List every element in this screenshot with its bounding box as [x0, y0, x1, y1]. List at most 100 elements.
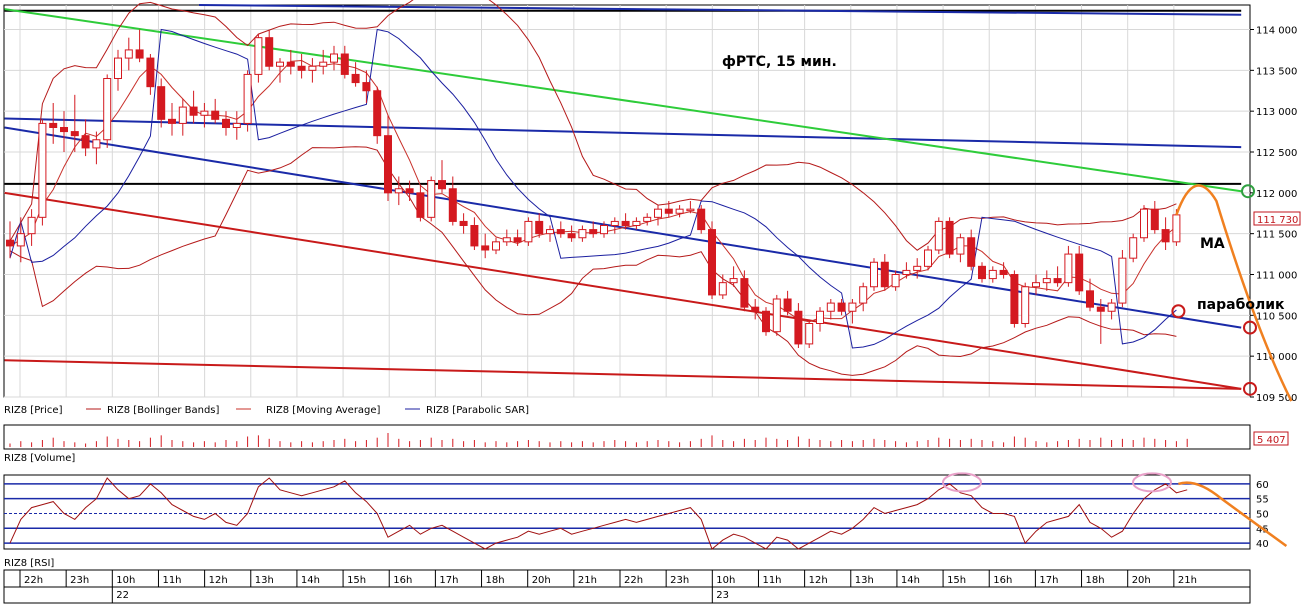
- candle-body: [729, 278, 738, 284]
- candle-body: [1064, 253, 1073, 284]
- candle-body: [1010, 274, 1019, 324]
- time-tick-label: 20h: [1132, 575, 1151, 586]
- candle-body: [114, 57, 122, 79]
- time-tick-label: 22h: [624, 575, 643, 586]
- candle-body: [567, 233, 576, 239]
- candle-body: [535, 220, 544, 235]
- sar-line: [9, 28, 1177, 349]
- price-tick-label: 113 500: [1256, 66, 1297, 77]
- candle-body: [157, 86, 166, 120]
- candle-body: [1150, 208, 1159, 231]
- price-tick-label: 113 000: [1256, 107, 1297, 118]
- rsi-tick-label: 40: [1256, 539, 1269, 550]
- candle-body: [319, 61, 328, 67]
- time-axis: 22h 23h 10h 11h 12h 13h 14h 15h 16h 17h 18h 20h 21h 2…: [19, 570, 1197, 603]
- candle-body: [92, 139, 101, 149]
- candle-body: [589, 229, 598, 235]
- candle-body: [556, 229, 565, 235]
- trend-lines: [4, 4, 1242, 390]
- candle-body: [772, 298, 781, 333]
- candle-body: [675, 208, 684, 214]
- candle-body: [859, 286, 868, 304]
- candle-body: [1096, 306, 1105, 312]
- trend-line-red-lower: [4, 359, 1242, 390]
- candle-body: [610, 220, 619, 227]
- volume-bars: [9, 433, 1188, 447]
- candle-body: [1032, 282, 1040, 288]
- time-tick-label: 12h: [209, 575, 228, 586]
- candle-body: [405, 188, 414, 194]
- candle-body: [805, 323, 814, 345]
- candle-body: [394, 188, 403, 194]
- price-tick-label: 114 000: [1256, 26, 1297, 37]
- candle-body: [384, 135, 392, 194]
- time-tick-label: 20h: [532, 575, 551, 586]
- price-tick-label: 109 500: [1256, 393, 1297, 404]
- bollinger-bands: [9, 0, 1177, 376]
- legend-sar: RIZ8 [Parabolic SAR]: [426, 405, 529, 416]
- time-tick-label: 23h: [670, 575, 689, 586]
- time-tick-label: 18h: [1086, 575, 1105, 586]
- chart-title: фРТС, 15 мин.: [722, 54, 837, 70]
- price-grid: [4, 5, 1250, 398]
- candle-body: [1086, 290, 1094, 308]
- moving-average-line: [9, 59, 1177, 323]
- target-circle-blue-line: [1243, 320, 1257, 335]
- price-axis: 109 500 110 000 110 500 111 000 111 500 112 0…: [1250, 26, 1297, 404]
- time-tick-label: 11h: [162, 575, 181, 586]
- candle-body: [600, 225, 608, 235]
- last-price-box: [1253, 211, 1301, 226]
- candle-body: [373, 90, 382, 137]
- candle-body: [902, 269, 911, 275]
- candle-body: [416, 192, 425, 218]
- candle-body: [330, 53, 338, 63]
- rsi-tick-label: 50: [1256, 509, 1269, 520]
- candle-body: [38, 122, 47, 218]
- candle-body: [6, 239, 14, 247]
- legend-rsi: RIZ8 [RSI]: [4, 558, 54, 569]
- time-tick-label: 12h: [809, 575, 828, 586]
- rsi-tick-label: 60: [1256, 480, 1269, 491]
- time-tick-label: 13h: [255, 575, 274, 586]
- candle-body: [632, 220, 641, 227]
- channel-mid-blue: [4, 117, 1242, 149]
- legend-ma: RIZ8 [Moving Average]: [266, 405, 381, 416]
- candle-body: [848, 302, 857, 312]
- candle-body: [276, 61, 284, 67]
- rsi-tick-label: 55: [1256, 495, 1269, 506]
- trend-line-red-upper: [4, 191, 1242, 390]
- candle-body: [664, 208, 673, 214]
- rsi-line: [9, 477, 1188, 550]
- candle-body: [686, 208, 695, 212]
- candle-body: [708, 229, 716, 296]
- candle-body: [297, 65, 306, 71]
- time-tick-label: 16h: [993, 575, 1012, 586]
- candle-body: [103, 78, 112, 141]
- candle-body: [124, 49, 133, 59]
- candle-body: [1021, 286, 1030, 324]
- candle-body: [168, 118, 176, 124]
- candle-body: [448, 188, 457, 222]
- candle-body: [232, 122, 241, 128]
- bollinger-upper: [9, 0, 1177, 251]
- legend-volume: RIZ8 [Volume]: [4, 453, 75, 464]
- time-tick-label: 17h: [439, 575, 458, 586]
- time-tick-label: 10h: [116, 575, 135, 586]
- candle-body: [1118, 257, 1127, 304]
- trend-line-green: [4, 8, 1242, 193]
- candle-body: [1129, 237, 1138, 259]
- candle-body: [988, 269, 997, 280]
- candle-body: [967, 237, 976, 267]
- rsi-highlight-ellipse: [1132, 472, 1172, 493]
- candle-body: [60, 127, 68, 133]
- candle-body: [718, 282, 727, 296]
- time-tick-label: 14h: [901, 575, 920, 586]
- candle-body: [826, 302, 835, 312]
- candle-body: [427, 180, 436, 218]
- candle-body: [524, 220, 533, 243]
- time-tick-label: 21h: [1178, 575, 1197, 586]
- candle-body: [459, 220, 468, 227]
- candle-body: [351, 73, 360, 84]
- target-circle-green: [1241, 184, 1255, 199]
